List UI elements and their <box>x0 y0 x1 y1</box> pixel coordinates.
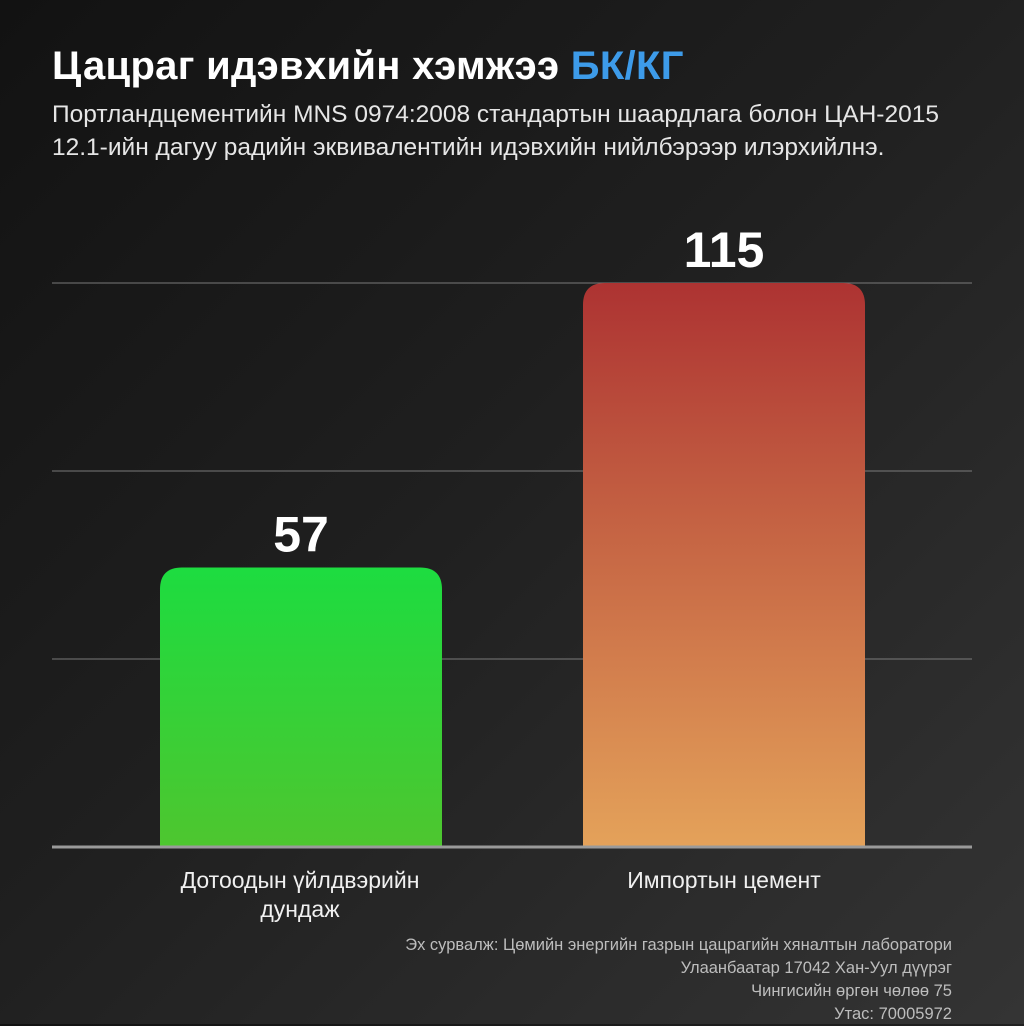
source-note: Эх сурвалж: Цөмийн энергийн газрын цацра… <box>405 934 952 1026</box>
source-line: Эх сурвалж: Цөмийн энергийн газрын цацра… <box>405 936 952 954</box>
value-label-domestic: 57 <box>273 506 329 562</box>
category-label-import: Импортын цемент <box>627 867 821 893</box>
value-label-import: 115 <box>684 222 765 278</box>
title-text: Цацраг идэвхийн хэмжээ <box>52 44 560 88</box>
category-label-domestic: Дотоодын үйлдвэрийн дундаж <box>180 867 420 922</box>
source-street: Чингисийн өргөн чөлөө 75 <box>751 982 952 1000</box>
chart-subtitle: Портландцементийн MNS 0974:2008 стандарт… <box>52 101 939 161</box>
title-unit: БК/КГ <box>570 44 684 88</box>
bar-import <box>583 283 865 847</box>
source-phone: Утас: 70005972 <box>834 1005 952 1023</box>
chart-title: Цацраг идэвхийн хэмжээ БК/КГ <box>52 44 684 89</box>
source-address: Улаанбаатар 17042 Хан-Уул дүүрэг <box>680 959 952 977</box>
bar-domestic <box>160 567 442 847</box>
